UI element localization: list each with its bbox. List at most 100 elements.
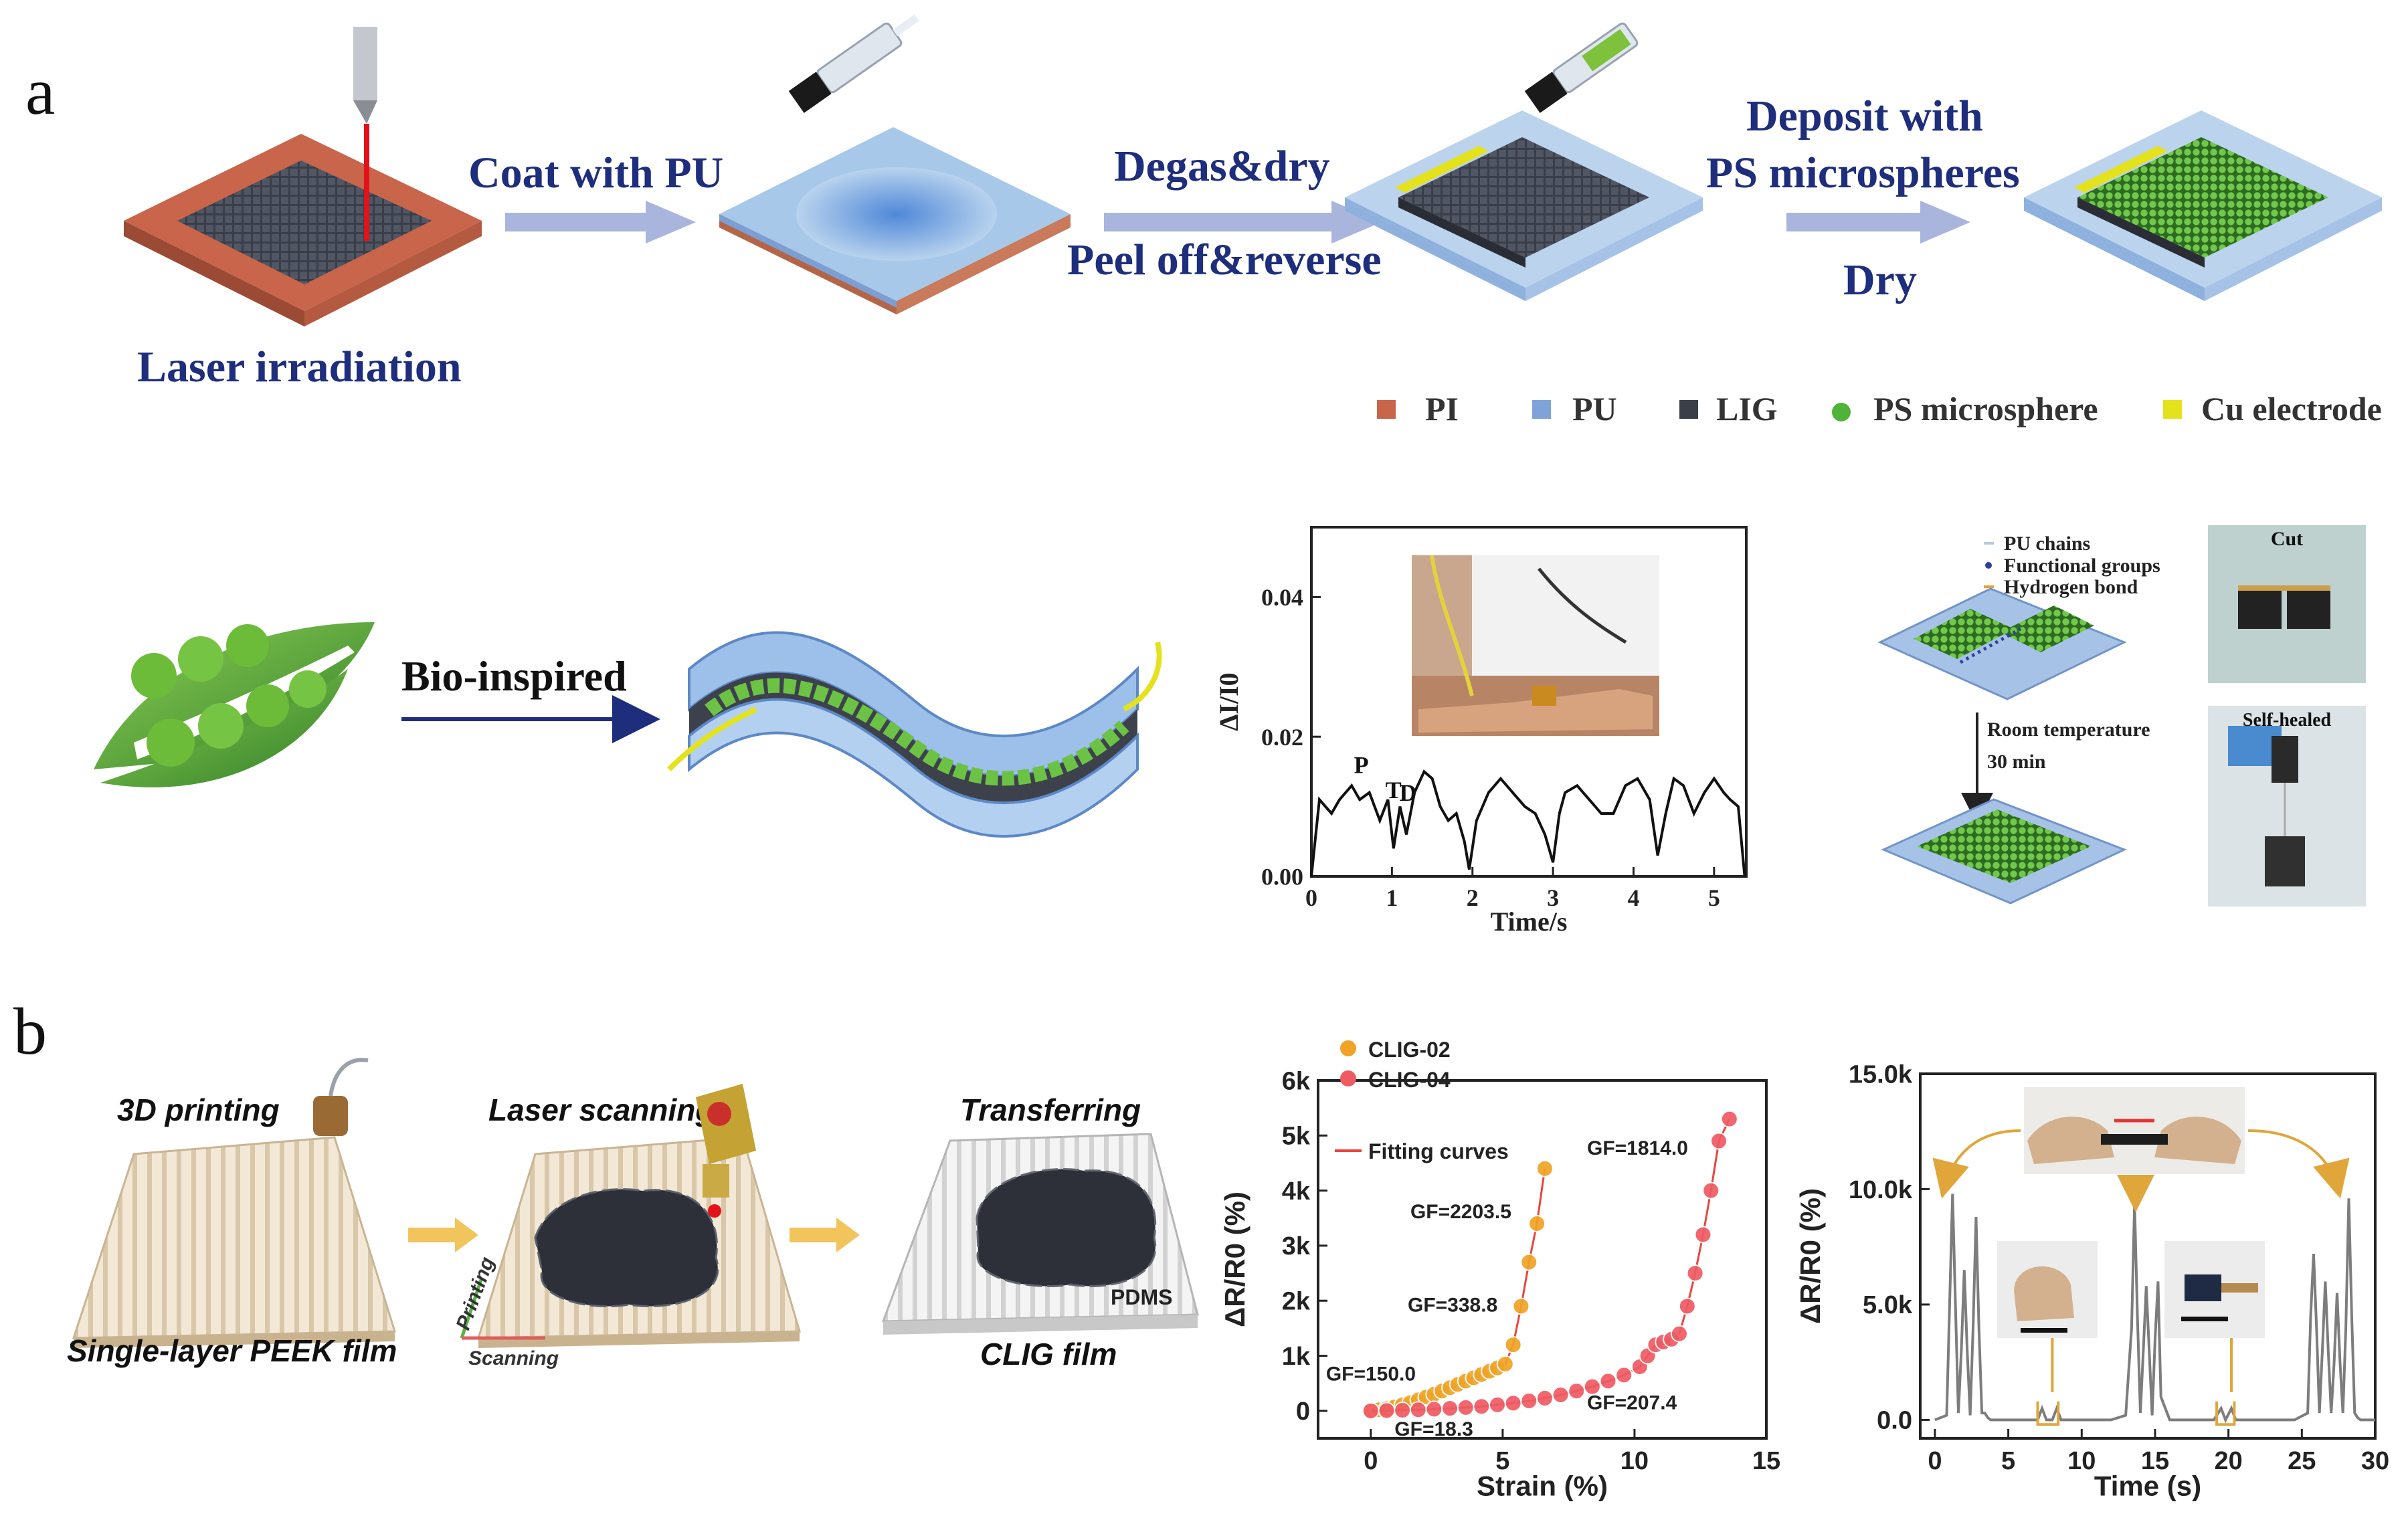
x-tick-label: 15: [1752, 1447, 1780, 1475]
data-point: [1489, 1396, 1506, 1414]
data-point: [1378, 1402, 1396, 1420]
y-axis-label: ΔI/I0: [1214, 672, 1244, 731]
response-curve-arrow-right: [2247, 1129, 2350, 1199]
legend-label-clig-04: CLIG-04: [1368, 1068, 1451, 1092]
data-point: [1457, 1398, 1475, 1416]
y-tick-label: 5k: [1282, 1123, 1311, 1151]
self-healed-photo-label: Self-healed: [2243, 710, 2332, 731]
step4-microspheres: [2024, 110, 2382, 301]
x-axis-label: Strain (%): [1477, 1470, 1608, 1502]
coat-pu-label: Coat with PU: [468, 149, 723, 197]
y-tick-label: 1k: [1282, 1343, 1311, 1371]
data-point: [1670, 1325, 1688, 1343]
y-tick-label: 0.02: [1261, 724, 1303, 751]
clig-film-label: CLIG film: [980, 1337, 1117, 1371]
gf-annotation: GF=1814.0: [1587, 1137, 1688, 1159]
y-axis-label: ΔR/R0 (%): [1219, 1192, 1251, 1327]
pdms-label: PDMS: [1111, 1285, 1172, 1309]
deposit-label-line1: Deposit with: [1746, 92, 1983, 140]
peek-film-illustration: [72, 1058, 397, 1348]
response-chart: 0 5 10 15 20 25 30 0.0 5.0k 10.0k 15.0k Time (s) ΔR/…: [1794, 1060, 2389, 1501]
wavy-sensor-illustration: [667, 631, 1162, 838]
legend-marker-clig-02: [1340, 1040, 1356, 1056]
x-tick-label: 15: [2141, 1447, 2169, 1475]
room-temperature-label: Room temperature: [1987, 719, 2150, 741]
clig-film-illustration: [881, 1133, 1199, 1335]
pulse-annotation: T: [1386, 777, 1402, 803]
x-axis-label: Time/s: [1491, 907, 1568, 937]
arrow-b2: [790, 1218, 860, 1252]
data-point: [1409, 1401, 1427, 1419]
y-tick-label: 0.00: [1261, 864, 1303, 890]
cut-photo-label: Cut: [2271, 528, 2303, 550]
x-tick-label: 0: [1364, 1447, 1378, 1475]
gf-annotation: GF=150.0: [1326, 1363, 1416, 1386]
laser-irradiation-label: Laser irradiation: [137, 343, 462, 391]
data-point: [1615, 1366, 1633, 1384]
response-photo-press: [1997, 1241, 2098, 1338]
thirty-min-label: 30 min: [1987, 751, 2046, 773]
data-point: [1496, 1355, 1514, 1373]
data-point: [1520, 1253, 1538, 1271]
step3-lig-electrode: [1345, 22, 1703, 301]
y-tick-label: 3k: [1282, 1232, 1311, 1260]
data-point: [1599, 1372, 1617, 1390]
peel-off-reverse-label: Peel off&reverse: [1067, 235, 1382, 284]
pulse-chart: 0 1 2 3 4 5 0.00 0.02 0.04 Time/s ΔI/I0 PTD: [1214, 526, 1748, 937]
highlight-bracket: [2215, 1401, 2236, 1426]
response-photo-stretch: [2024, 1087, 2245, 1174]
y-tick-label: 15.0k: [1849, 1060, 1913, 1088]
data-point: [1720, 1110, 1738, 1128]
panel-a-label: a: [25, 54, 55, 128]
data-point: [1520, 1392, 1538, 1410]
legend-swatch-ps: [1832, 403, 1851, 421]
y-tick-label: 6k: [1282, 1067, 1311, 1095]
legend-label-fit: Fitting curves: [1368, 1139, 1509, 1163]
data-point: [1512, 1297, 1530, 1315]
y-tick-label: 10.0k: [1849, 1176, 1913, 1204]
dry-label: Dry: [1843, 256, 1917, 304]
bio-inspired-label: Bio-inspired: [401, 652, 627, 700]
data-point: [1552, 1386, 1570, 1404]
laser-scanning-illustration: [460, 1084, 801, 1348]
scanning-axis-label: Scanning: [468, 1347, 559, 1369]
pea-pod-illustration: [94, 622, 375, 787]
data-point: [1686, 1264, 1704, 1282]
x-tick-label: 10: [1620, 1447, 1649, 1475]
response-curve-arrow-left: [1932, 1129, 2021, 1199]
legend-swatch-cu: [2163, 400, 2182, 419]
arrow-deposit: [1786, 201, 1970, 244]
data-point: [1536, 1389, 1554, 1407]
x-tick-label: 30: [2361, 1447, 2389, 1475]
gf-annotation: GF=338.8: [1408, 1295, 1497, 1317]
data-point: [1528, 1215, 1546, 1232]
legend-hydrogen-bond: Hydrogen bond: [2004, 576, 2138, 598]
data-point: [1536, 1159, 1554, 1177]
data-point: [1702, 1181, 1720, 1200]
cut-photo: [2208, 525, 2366, 683]
plot-frame: [1310, 526, 1748, 878]
material-legend: PI PU LIG PS microsphere Cu electrode: [1377, 390, 2382, 427]
y-axis-label: ΔR/R0 (%): [1794, 1188, 1826, 1324]
x-tick-label: 2: [1467, 884, 1479, 911]
self-heal-legend: PU chains Functional groups Hydrogen bon…: [1984, 533, 2160, 598]
legend-label-lig: LIG: [1716, 390, 1778, 427]
pulse-annotation: D: [1399, 779, 1416, 806]
x-tick-label: 3: [1547, 884, 1559, 911]
x-tick-label: 25: [2288, 1447, 2316, 1475]
legend-swatch-pi: [1377, 400, 1396, 419]
legend-marker-clig-04: [1340, 1070, 1356, 1086]
gf-annotation: GF=207.4: [1587, 1392, 1677, 1414]
step1-laser-device: [124, 27, 482, 326]
single-layer-peek-label: Single-layer PEEK film: [67, 1333, 397, 1368]
legend-functional-groups: Functional groups: [2004, 555, 2160, 577]
response-line: [1934, 1194, 2375, 1424]
x-tick-label: 5: [1495, 1447, 1509, 1475]
data-point: [1678, 1297, 1696, 1315]
data-point: [1710, 1132, 1728, 1150]
gf-annotation: GF=18.3: [1394, 1418, 1473, 1440]
self-heal-cut-device: [1877, 587, 2127, 700]
legend-label-pu: PU: [1572, 390, 1617, 427]
data-point: [1473, 1398, 1491, 1416]
self-healed-photo: [2208, 706, 2366, 907]
